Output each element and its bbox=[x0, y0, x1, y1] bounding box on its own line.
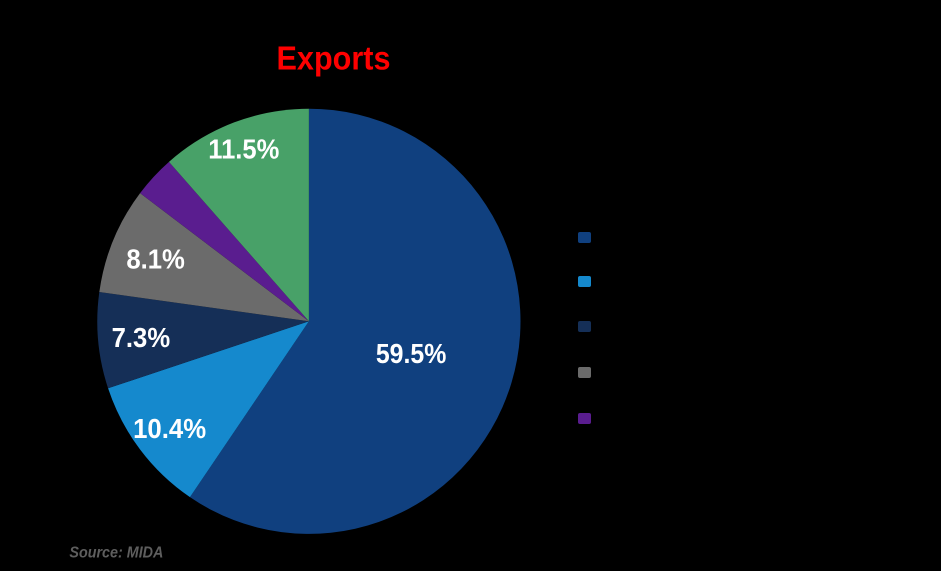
svg-text:Exports: Exports bbox=[277, 40, 391, 77]
svg-text:7.3%: 7.3% bbox=[112, 322, 171, 353]
svg-text:Source: MIDA: Source: MIDA bbox=[69, 545, 163, 562]
svg-text:10.4%: 10.4% bbox=[133, 413, 206, 444]
svg-text:11.5%: 11.5% bbox=[208, 134, 279, 165]
svg-text:8.1%: 8.1% bbox=[126, 243, 185, 274]
svg-text:59.5%: 59.5% bbox=[376, 338, 447, 369]
